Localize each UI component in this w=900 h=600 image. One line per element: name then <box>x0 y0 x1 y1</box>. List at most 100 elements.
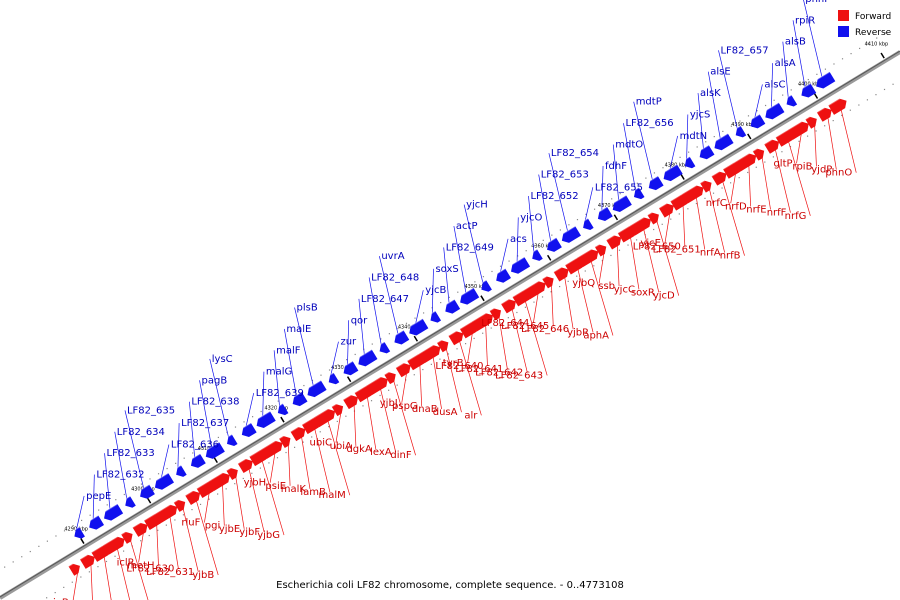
tick-mark <box>613 214 619 221</box>
lane-dot <box>806 135 809 137</box>
forward-gene-label: LF82_644 <box>481 318 529 329</box>
lane-dot <box>98 509 100 511</box>
lane-dot <box>371 343 373 345</box>
lane-dot <box>833 63 835 65</box>
lane-dot <box>824 125 826 127</box>
gene-arrow <box>383 368 396 385</box>
lane-dot <box>336 420 338 423</box>
forward-gene-label: dinF <box>390 450 411 461</box>
lane-dot <box>653 172 656 174</box>
lane-dot <box>456 348 458 350</box>
reverse-gene-label: pagB <box>202 375 228 386</box>
label-leader <box>177 423 180 470</box>
gene-arrow <box>100 503 124 521</box>
tick-mark <box>880 52 885 59</box>
gene-arrow <box>681 182 704 204</box>
label-leader <box>245 393 255 428</box>
lane-dot <box>21 556 23 558</box>
lane-dot <box>696 146 698 148</box>
label-leader <box>499 238 509 274</box>
forward-gene-label: nrfF <box>767 208 787 219</box>
gene-arrow <box>355 349 378 367</box>
minor-tick-dots <box>4 32 894 599</box>
lane-dot <box>166 467 168 470</box>
gene-arrow <box>436 337 449 353</box>
tick-label: 4320 kbp <box>264 405 288 411</box>
reverse-gene-label: mdtP <box>636 97 662 108</box>
label-leader <box>366 396 377 450</box>
gene-arrow <box>812 71 836 89</box>
forward-gene-label: iclR <box>117 557 135 568</box>
lane-dot <box>303 384 305 387</box>
tick-mark <box>747 133 752 140</box>
lane-dot <box>63 530 66 532</box>
lane-dot <box>157 473 160 475</box>
lane-dot <box>123 493 125 496</box>
label-leader <box>664 212 671 244</box>
gene-arrow <box>786 118 809 140</box>
gene-arrow <box>365 373 388 396</box>
lane-dot <box>876 37 878 39</box>
label-leader <box>722 180 745 256</box>
label-leader <box>590 260 614 336</box>
gene-arrow <box>579 217 594 230</box>
label-leader <box>301 436 311 489</box>
gene-arrow <box>274 403 289 416</box>
gene-arrow <box>617 223 637 243</box>
label-leader-lines <box>72 0 857 600</box>
label-leader <box>548 153 569 233</box>
lane-dot <box>448 296 450 298</box>
lane-dot <box>439 358 441 360</box>
lane-dot <box>738 177 740 179</box>
lane-dot <box>772 156 774 158</box>
label-leader <box>130 539 149 600</box>
lane-dot <box>422 368 424 371</box>
lane-dot <box>132 488 134 490</box>
lane-dot <box>712 192 715 194</box>
gene-arrow <box>289 391 308 407</box>
lane-dot <box>380 338 382 340</box>
lane-dot <box>755 166 757 168</box>
label-leader <box>598 252 605 284</box>
gene-arrow <box>605 232 622 250</box>
reverse-gene-label: yjcH <box>466 200 488 211</box>
label-leader <box>156 523 159 566</box>
gene-arrow <box>711 168 727 186</box>
figure-caption: Escherichia coli LF82 chromosome, comple… <box>276 580 624 591</box>
lane-dot <box>115 499 117 501</box>
gene-arrow <box>418 341 441 364</box>
legend-label: Forward <box>855 12 891 22</box>
reverse-gene-label: mdtO <box>615 140 643 151</box>
lane-dot <box>688 151 690 153</box>
label-leader <box>204 492 210 523</box>
lane-dot <box>149 478 151 480</box>
lane-dot <box>490 327 492 329</box>
gene-arrow <box>448 327 464 346</box>
reverse-gene-label: yjcO <box>520 212 542 223</box>
lane-dot <box>457 291 459 293</box>
label-leader <box>577 268 594 333</box>
label-leader <box>814 124 817 167</box>
lane-dot <box>832 119 834 122</box>
gene-arrow <box>304 379 327 398</box>
forward-gene-label: yjbQ <box>572 278 595 289</box>
lane-dot <box>388 333 390 335</box>
lane-dot <box>234 426 237 428</box>
gene-arrow <box>594 206 613 221</box>
lane-dot <box>559 285 561 288</box>
forward-gene-label: yjaB <box>47 597 69 600</box>
label-leader <box>771 63 773 109</box>
gene-arrow <box>395 359 411 378</box>
label-leader <box>431 268 434 315</box>
lane-dot <box>473 337 475 340</box>
lane-dot <box>798 140 800 142</box>
gene-arrow <box>681 156 696 169</box>
chromosome-backbone <box>0 50 900 600</box>
lane-dot <box>80 576 82 578</box>
gene-arrow <box>658 200 674 218</box>
lane-dot <box>790 89 792 91</box>
reverse-gene-label: acs <box>510 234 527 245</box>
lane-dot <box>507 317 509 319</box>
lane-dot <box>601 260 603 262</box>
gene-arrow <box>278 432 291 449</box>
